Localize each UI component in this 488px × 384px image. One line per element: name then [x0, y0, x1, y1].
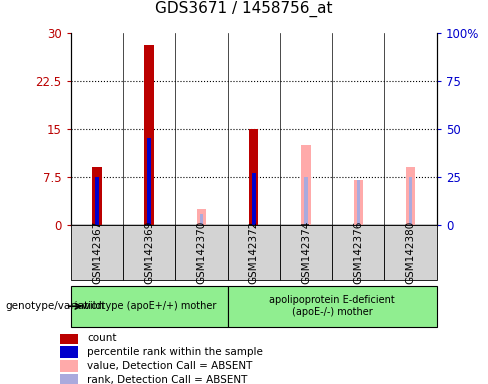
- Bar: [227, 225, 280, 280]
- Bar: [227, 286, 437, 328]
- Bar: [92, 167, 102, 225]
- Bar: [252, 173, 256, 225]
- Bar: [409, 177, 412, 225]
- Text: GSM142367: GSM142367: [92, 221, 102, 284]
- Bar: [61, 374, 78, 384]
- Text: rank, Detection Call = ABSENT: rank, Detection Call = ABSENT: [87, 375, 247, 384]
- Bar: [200, 214, 203, 225]
- Text: GDS3671 / 1458756_at: GDS3671 / 1458756_at: [155, 1, 333, 17]
- Bar: [357, 180, 360, 225]
- Bar: [280, 225, 332, 280]
- Bar: [71, 286, 227, 328]
- Bar: [302, 145, 311, 225]
- Text: count: count: [87, 333, 117, 343]
- Bar: [304, 177, 308, 225]
- Bar: [123, 225, 175, 280]
- Text: GSM142380: GSM142380: [406, 221, 416, 284]
- Text: GSM142376: GSM142376: [353, 221, 364, 284]
- Bar: [385, 225, 437, 280]
- Bar: [249, 129, 259, 225]
- Text: GSM142369: GSM142369: [144, 221, 154, 284]
- Text: wildtype (apoE+/+) mother: wildtype (apoE+/+) mother: [82, 301, 216, 311]
- Bar: [197, 209, 206, 225]
- Text: genotype/variation: genotype/variation: [5, 301, 104, 311]
- Text: apolipoprotein E-deficient
(apoE-/-) mother: apolipoprotein E-deficient (apoE-/-) mot…: [269, 295, 395, 317]
- Bar: [95, 177, 99, 225]
- Bar: [354, 180, 363, 225]
- Text: value, Detection Call = ABSENT: value, Detection Call = ABSENT: [87, 361, 253, 371]
- Bar: [61, 346, 78, 358]
- Bar: [144, 45, 154, 225]
- Bar: [147, 138, 151, 225]
- Bar: [61, 360, 78, 372]
- Bar: [71, 225, 123, 280]
- Bar: [332, 225, 385, 280]
- Bar: [406, 167, 415, 225]
- Bar: [61, 332, 78, 344]
- Text: GSM142372: GSM142372: [249, 221, 259, 284]
- Text: GSM142374: GSM142374: [301, 221, 311, 284]
- Text: GSM142370: GSM142370: [197, 221, 206, 284]
- Bar: [175, 225, 227, 280]
- Text: percentile rank within the sample: percentile rank within the sample: [87, 347, 263, 357]
